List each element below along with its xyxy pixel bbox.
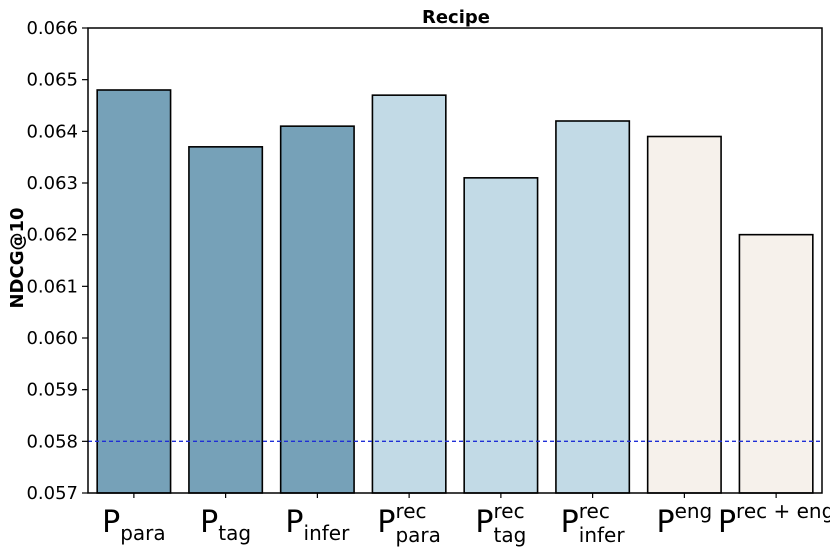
y-tick-label: 0.060 [26,328,78,349]
x-tick-label: Ptag [200,505,251,545]
y-tick-label: 0.058 [26,431,78,452]
y-tick-label: 0.061 [26,276,78,297]
bar [371,94,447,494]
x-tick-label: Ppara [102,505,166,545]
bars-group [96,89,814,494]
bar [188,146,264,494]
y-tick-label: 0.062 [26,225,78,246]
y-axis-label: NDCG@10 [7,207,28,308]
y-tick-label: 0.065 [26,70,78,91]
bar [646,135,722,494]
x-tick-label: Prec infer [561,499,626,547]
bar [96,89,172,494]
y-tick-label: 0.066 [26,18,78,39]
x-tick-label: Pinfer [285,505,350,545]
y-tick-label: 0.064 [26,121,78,142]
y-tick-label: 0.057 [26,483,78,504]
bar [555,120,631,494]
x-tick-label: Prec para [377,499,441,547]
y-tick-label: 0.059 [26,380,78,401]
y-tick-label: 0.063 [26,173,78,194]
bar [463,177,539,494]
bar [738,233,814,494]
bar [279,125,355,494]
plot-frame [87,27,823,494]
x-ticks-group: Ppara Ptag Pinfer Prec para Prec tag Prec infer P… [102,493,830,547]
chart-title: Recipe [422,7,490,28]
x-tick-label: Prec + eng [718,499,830,540]
x-tick-label: Peng [656,499,712,540]
x-tick-label: Prec tag [475,499,526,547]
y-ticks-group: 0.057 0.058 0.059 0.060 0.061 0.062 0.063 0.064… [26,18,88,504]
